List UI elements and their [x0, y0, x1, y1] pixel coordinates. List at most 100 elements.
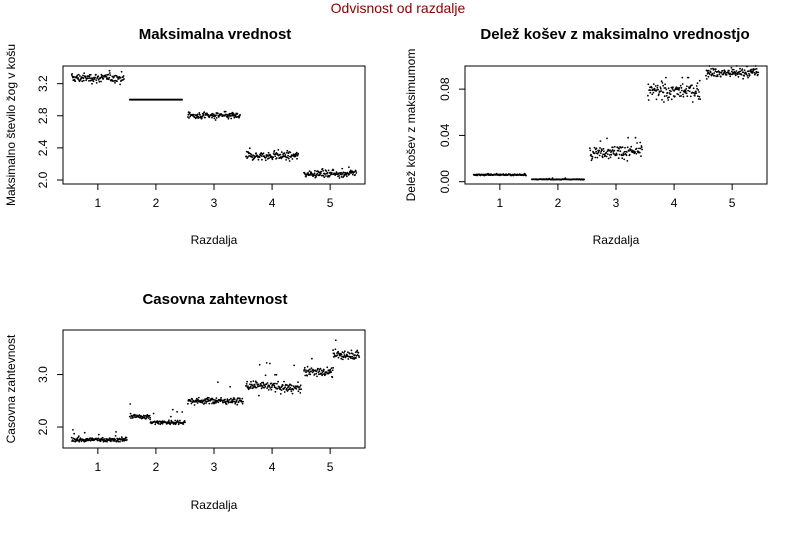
data-point	[340, 353, 343, 356]
data-point	[323, 369, 325, 371]
data-point	[203, 399, 206, 402]
x-tick-label: 5	[327, 196, 334, 210]
x-tick-label: 1	[95, 196, 102, 210]
data-point	[730, 70, 733, 73]
data-point	[70, 436, 73, 439]
plot-frame	[464, 65, 768, 185]
data-point	[297, 381, 299, 383]
data-point	[83, 440, 86, 443]
data-point	[233, 398, 236, 401]
data-point	[692, 87, 695, 90]
data-point	[309, 173, 312, 176]
data-point	[245, 383, 248, 385]
x-tick-label: 3	[211, 460, 218, 474]
data-point	[255, 386, 258, 389]
data-point	[78, 80, 81, 83]
data-point	[82, 77, 85, 80]
data-point	[743, 69, 746, 71]
data-point	[315, 173, 318, 176]
data-point	[276, 382, 278, 385]
data-point	[181, 411, 184, 413]
data-point	[590, 159, 593, 162]
data-point	[237, 401, 240, 403]
data-point	[596, 156, 599, 159]
x-tick-label: 2	[153, 460, 160, 474]
data-point	[647, 83, 650, 86]
data-point	[605, 151, 608, 154]
data-point	[266, 382, 269, 384]
data-point	[117, 440, 120, 443]
data-point	[325, 175, 327, 177]
data-point	[659, 86, 662, 88]
data-point	[295, 151, 298, 154]
data-point	[618, 153, 621, 156]
data-point	[640, 146, 643, 149]
data-point	[355, 172, 358, 174]
data-point	[670, 90, 672, 93]
data-point	[139, 416, 142, 419]
data-point	[734, 74, 737, 77]
data-point	[340, 357, 343, 360]
data-point	[191, 398, 194, 401]
data-point	[78, 440, 81, 443]
data-point	[583, 178, 585, 181]
data-point	[757, 73, 759, 76]
data-point	[628, 153, 631, 156]
data-point	[184, 421, 186, 424]
data-point	[214, 119, 217, 121]
data-point	[119, 440, 121, 443]
data-point	[741, 68, 744, 70]
data-point	[287, 157, 290, 160]
data-point	[590, 153, 592, 156]
data-point	[71, 73, 73, 75]
data-point	[249, 385, 252, 388]
data-point	[327, 169, 330, 172]
data-point	[281, 384, 284, 387]
data-point	[107, 78, 110, 81]
y-tick-label: 2.8	[36, 107, 50, 124]
data-point	[623, 158, 626, 161]
data-point	[103, 438, 106, 440]
data-point	[202, 113, 205, 116]
data-point	[87, 77, 89, 80]
data-point	[740, 73, 743, 76]
data-point	[660, 80, 663, 83]
data-point	[222, 401, 224, 404]
data-point	[79, 75, 81, 77]
data-point	[356, 354, 359, 356]
panel-title: Casovna zahtevnost	[142, 291, 287, 308]
y-tick-label: 2.4	[36, 139, 50, 156]
data-point	[706, 69, 709, 72]
data-point	[239, 397, 241, 400]
data-point	[662, 91, 665, 94]
data-point	[245, 385, 248, 387]
data-point	[253, 383, 256, 386]
data-point	[267, 385, 269, 388]
data-point	[289, 151, 292, 154]
data-point	[305, 175, 307, 178]
data-point	[241, 397, 244, 400]
y-tick-label: 0.00	[438, 170, 452, 194]
data-point	[610, 153, 613, 156]
data-point	[260, 387, 263, 390]
data-point	[689, 86, 691, 89]
data-point	[353, 171, 356, 173]
data-point	[313, 373, 316, 376]
data-point	[297, 152, 300, 155]
data-point	[146, 416, 148, 419]
data-point	[630, 145, 633, 148]
x-tick-label: 4	[269, 196, 276, 210]
plot-frame	[62, 329, 366, 449]
data-point	[114, 435, 117, 437]
data-point	[265, 362, 268, 364]
data-point	[95, 82, 98, 84]
data-point	[266, 387, 268, 389]
data-point	[331, 369, 334, 372]
data-point	[292, 385, 295, 388]
data-point	[295, 388, 298, 390]
data-point	[333, 352, 336, 355]
data-point	[323, 176, 326, 179]
data-point	[145, 417, 148, 420]
data-point	[280, 151, 283, 154]
data-point	[176, 410, 179, 413]
